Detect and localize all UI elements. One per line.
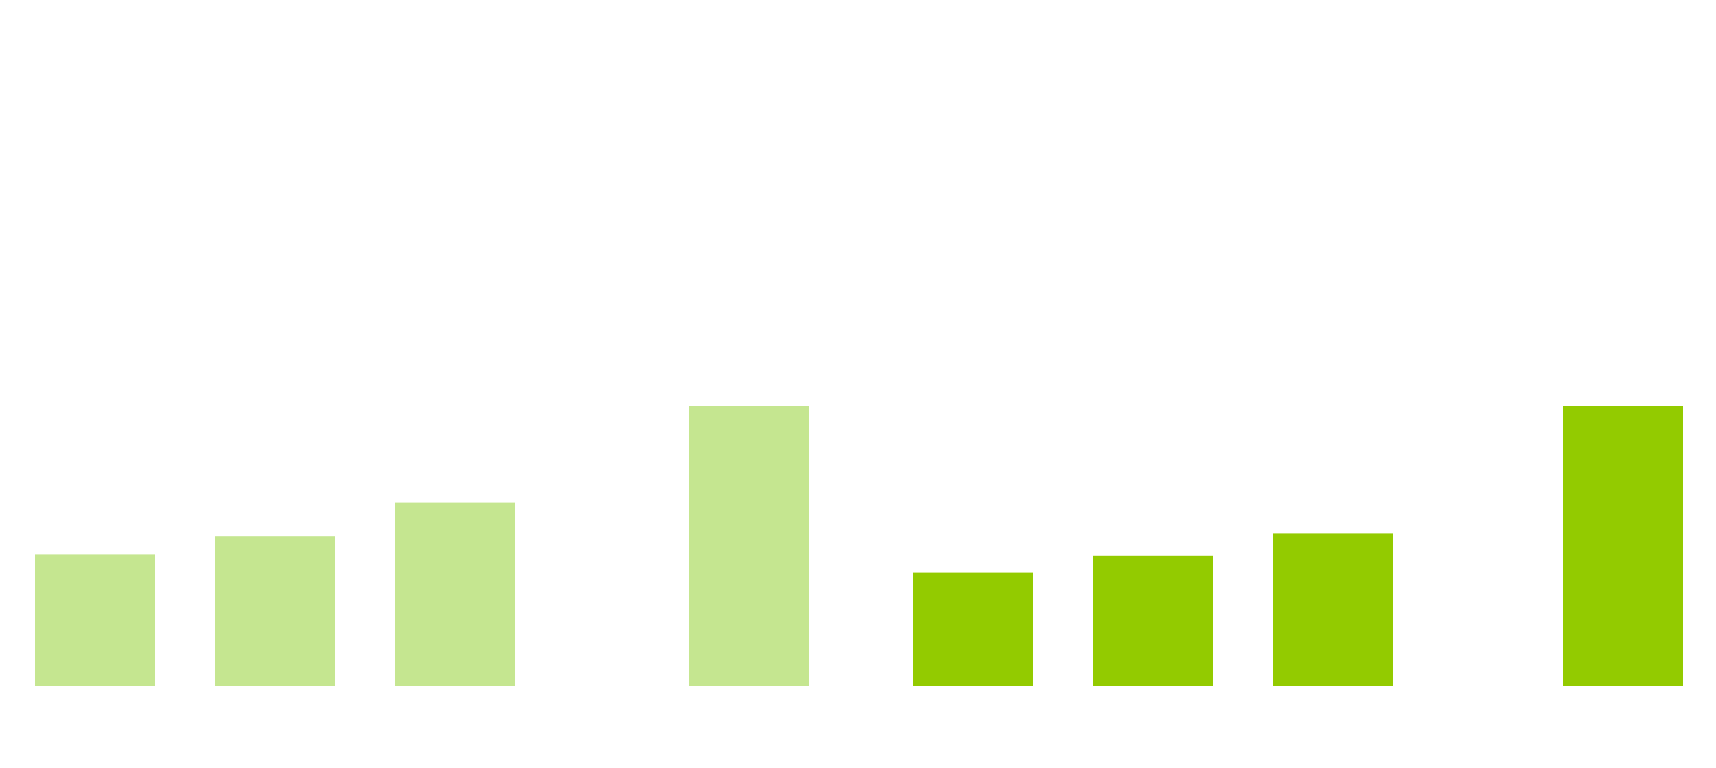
- bar-1-2: [215, 536, 335, 686]
- bar-2-2: [1093, 555, 1213, 686]
- bar-1-4: [689, 406, 809, 686]
- bar-group: [35, 406, 1683, 686]
- bar-2-4: [1563, 406, 1683, 686]
- bar-1-3: [395, 502, 515, 686]
- bar-2-3: [1273, 533, 1393, 686]
- bar-2-1: [913, 572, 1033, 686]
- bar-1-1: [35, 554, 155, 686]
